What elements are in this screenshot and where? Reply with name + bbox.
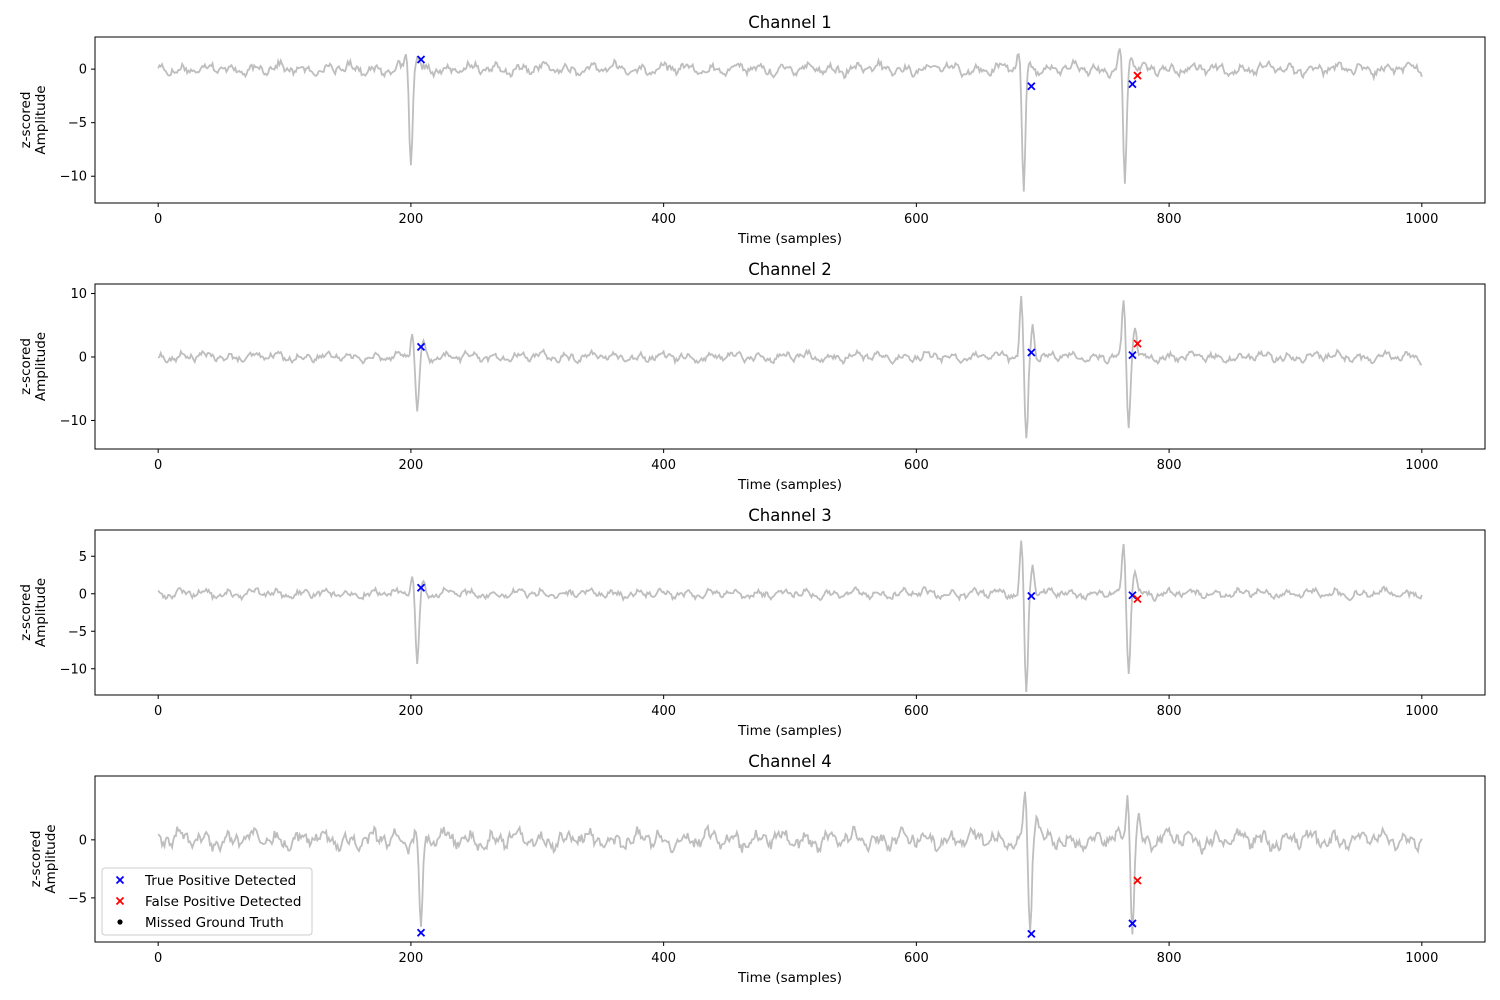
false-positive-marker — [1133, 339, 1142, 348]
false-positive-marker — [1133, 876, 1142, 885]
x-tick-label: 400 — [651, 212, 676, 227]
x-tick-label: 800 — [1157, 951, 1182, 966]
x-tick-label: 0 — [154, 212, 162, 227]
y-tick-label: −5 — [68, 891, 87, 906]
channel-2-panel: 0 200 400 600 800 1000 10 0 −10 Channel 2 Time (sa… — [18, 260, 1486, 493]
y-axis-label: z-scored — [18, 584, 34, 641]
x-tick-label: 1000 — [1405, 704, 1438, 719]
x-tick-label: 1000 — [1405, 458, 1438, 473]
x-tick-label: 1000 — [1405, 212, 1438, 227]
y-tick-label: 0 — [79, 350, 87, 365]
x-tick-label: 200 — [398, 951, 423, 966]
x-tick-label: 800 — [1157, 704, 1182, 719]
true-positive-marker — [1027, 929, 1036, 939]
y-axis-label: Amplitude — [43, 824, 59, 893]
x-tick-label: 0 — [154, 951, 162, 966]
y-axis-label: z-scored — [18, 92, 34, 149]
true-positive-marker — [416, 583, 426, 592]
y-tick-label: 0 — [79, 63, 87, 78]
y-tick-label: −10 — [60, 662, 87, 677]
false-positive-marker — [1133, 594, 1142, 604]
axes-frame — [94, 283, 1486, 450]
y-tick-label: −10 — [60, 414, 87, 429]
legend-frame — [101, 867, 313, 936]
x-tick-label: 600 — [904, 704, 929, 719]
x-tick-label: 200 — [398, 212, 423, 227]
signal-trace — [157, 295, 1422, 439]
true-positive-marker — [1027, 82, 1036, 91]
panel-title: Channel 3 — [748, 506, 831, 525]
true-positive-marker — [416, 928, 426, 937]
channel-4-panel: 0 200 400 600 800 1000 0 −5 Channel 4 Time (sampl… — [28, 752, 1486, 986]
channel-1-panel: 0 200 400 600 800 1000 0 −5 −10 Channel 1 Time (sa… — [18, 13, 1486, 247]
true-positive-marker — [1128, 919, 1137, 928]
x-tick-label: 600 — [904, 951, 929, 966]
legend: True Positive Detected False Positive Det… — [101, 867, 313, 936]
x-tick-label: 0 — [154, 704, 162, 719]
true-positive-marker — [1128, 79, 1137, 89]
y-tick-label: −5 — [68, 625, 87, 640]
axes-frame — [94, 775, 1486, 943]
y-axis-label: z-scored — [28, 831, 44, 888]
legend-label: False Positive Detected — [145, 894, 301, 910]
x-tick-label: 600 — [904, 458, 929, 473]
x-tick-label: 200 — [398, 704, 423, 719]
true-positive-marker — [1027, 591, 1036, 601]
y-tick-label: −10 — [60, 170, 87, 185]
true-positive-marker — [416, 55, 426, 64]
y-axis-label: Amplitude — [33, 332, 49, 401]
legend-marker — [117, 919, 123, 925]
true-positive-marker — [416, 342, 426, 351]
y-tick-label: −5 — [68, 116, 87, 131]
x-axis-label: Time (samples) — [737, 477, 842, 493]
y-axis-label: z-scored — [18, 338, 34, 395]
x-tick-label: 1000 — [1405, 951, 1438, 966]
x-axis-label: Time (samples) — [737, 231, 842, 247]
legend-marker — [115, 896, 125, 906]
panel-title: Channel 1 — [748, 13, 831, 32]
false-positive-marker — [1133, 71, 1142, 80]
x-tick-label: 400 — [651, 951, 676, 966]
y-axis-label: Amplitude — [33, 578, 49, 647]
y-tick-label: 10 — [70, 287, 87, 302]
signal-trace — [157, 791, 1423, 935]
panel-title: Channel 4 — [748, 752, 831, 771]
channel-3-panel: 0 200 400 600 800 1000 5 0 −5 −10 Channel 3 Time (s… — [18, 506, 1486, 739]
x-tick-label: 200 — [398, 458, 423, 473]
legend-marker — [115, 875, 125, 885]
signal-trace — [157, 48, 1423, 192]
true-positive-marker — [1128, 591, 1137, 600]
x-tick-label: 800 — [1157, 458, 1182, 473]
x-tick-label: 800 — [1157, 212, 1182, 227]
axes-frame — [94, 36, 1486, 204]
true-positive-marker — [1027, 348, 1036, 357]
y-tick-label: 0 — [79, 833, 87, 848]
y-tick-label: 5 — [79, 550, 87, 565]
axes-frame — [94, 529, 1486, 696]
true-positive-marker — [1128, 350, 1137, 360]
y-axis-label: Amplitude — [33, 85, 49, 154]
x-tick-label: 0 — [154, 458, 162, 473]
x-tick-label: 400 — [651, 704, 676, 719]
x-tick-label: 400 — [651, 458, 676, 473]
x-axis-label: Time (samples) — [737, 723, 842, 739]
legend-label: Missed Ground Truth — [145, 915, 284, 931]
panel-title: Channel 2 — [748, 260, 831, 279]
x-tick-label: 600 — [904, 212, 929, 227]
signal-trace — [157, 540, 1423, 692]
x-axis-label: Time (samples) — [737, 970, 842, 986]
legend-label: True Positive Detected — [144, 873, 296, 889]
y-tick-label: 0 — [79, 587, 87, 602]
